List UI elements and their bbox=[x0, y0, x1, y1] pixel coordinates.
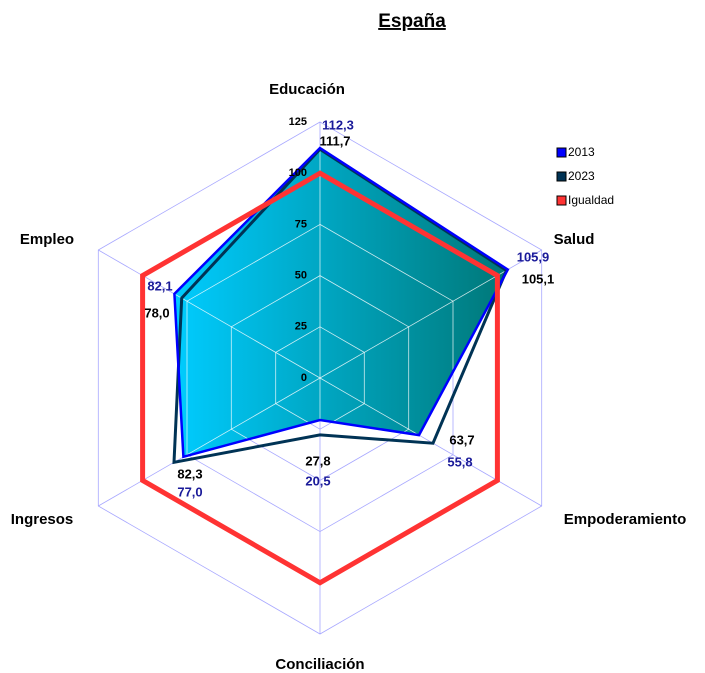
value-label: 105,1 bbox=[522, 271, 555, 286]
legend-swatch bbox=[556, 171, 567, 182]
line-2013 bbox=[173, 146, 510, 459]
grid-spoke bbox=[174, 377, 321, 457]
area-2013 bbox=[174, 148, 508, 457]
legend-label: Igualdad bbox=[568, 193, 614, 207]
legend-label: 2013 bbox=[568, 145, 595, 159]
value-label: 27,8 bbox=[305, 453, 330, 468]
axis-label: Educación bbox=[269, 81, 345, 98]
value-label: 20,5 bbox=[305, 473, 330, 488]
axis-label: Conciliación bbox=[275, 656, 364, 673]
tick-label: 100 bbox=[289, 167, 307, 179]
value-label: 63,7 bbox=[449, 432, 474, 447]
legend-swatch bbox=[556, 195, 567, 206]
value-label: 82,3 bbox=[177, 466, 202, 481]
axis-label: Empoderamiento bbox=[564, 511, 687, 528]
tick-label: 125 bbox=[289, 116, 307, 128]
line-igualdad bbox=[140, 170, 500, 586]
value-label: 78,0 bbox=[144, 305, 169, 320]
value-label: 77,0 bbox=[177, 484, 202, 499]
value-label: 55,8 bbox=[447, 454, 472, 469]
axis-label: Salud bbox=[554, 231, 595, 248]
chart-title: España bbox=[378, 11, 446, 32]
legend-label: 2023 bbox=[568, 169, 595, 183]
axis-label: Ingresos bbox=[11, 511, 74, 528]
tick-label: 50 bbox=[295, 270, 307, 282]
tick-label: 25 bbox=[295, 321, 307, 333]
value-label: 105,9 bbox=[517, 249, 550, 264]
tick-label: 75 bbox=[295, 218, 307, 230]
value-label: 82,1 bbox=[147, 278, 172, 293]
axis-label: Empleo bbox=[20, 231, 74, 248]
tick-label: 0 bbox=[301, 372, 307, 384]
legend-swatch bbox=[556, 147, 567, 158]
value-label: 112,3 bbox=[322, 117, 354, 132]
grid-spoke bbox=[174, 249, 321, 379]
value-label: 111,7 bbox=[319, 133, 350, 148]
